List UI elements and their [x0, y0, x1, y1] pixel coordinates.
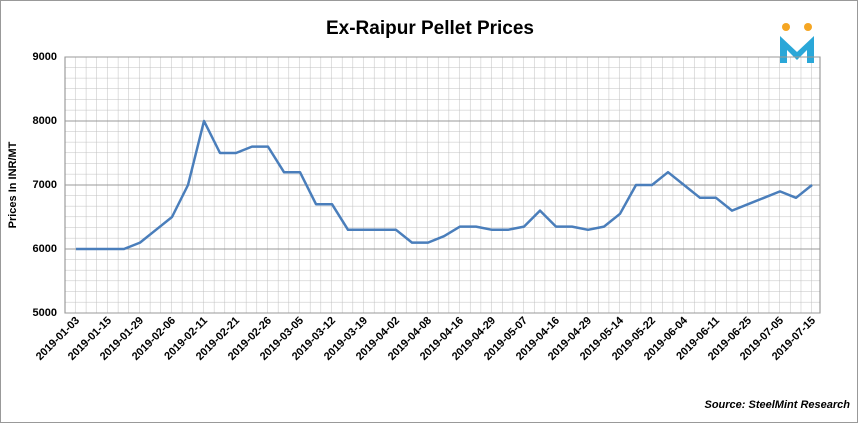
y-tick-label: 9000: [33, 51, 57, 63]
y-tick-label: 5000: [33, 307, 57, 319]
y-tick-label: 7000: [33, 179, 57, 191]
logo: [780, 23, 814, 63]
y-tick-label: 6000: [33, 243, 57, 255]
source: Source: SteelMint Research: [705, 399, 851, 411]
y-axis-label: Prices In INR/MT: [7, 141, 19, 228]
line: [76, 119, 813, 251]
chart-title: Ex-Raipur Pellet Prices: [326, 18, 534, 39]
y-tick-label: 8000: [33, 115, 57, 127]
